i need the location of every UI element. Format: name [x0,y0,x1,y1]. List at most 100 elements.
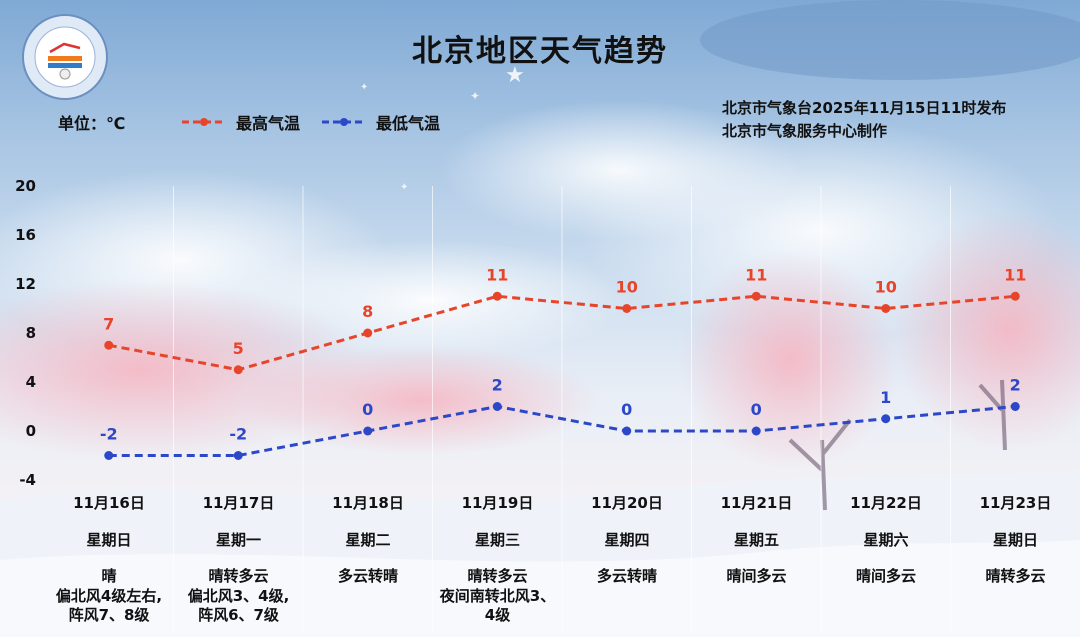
high-temp-label: 7 [103,314,114,333]
high-temp-point [363,328,373,338]
legend-high-swatch [182,118,226,126]
weather-label: 晴转多云 [467,567,528,585]
svg-text:✦: ✦ [360,82,368,93]
weekday-label: 星期日 [992,531,1038,549]
wind-line: 偏北风3、4级, [187,587,290,605]
low-temp-point [492,402,502,411]
low-temp-point [622,426,632,436]
weekday-label: 星期五 [733,531,779,549]
y-tick-label: -4 [19,471,36,489]
wind-line: 夜间南转北风3、 [439,587,556,605]
wind-label: 夜间南转北风3、 4级 [427,587,569,625]
weather-label: 多云转晴 [596,567,657,585]
day-column: 11月18日 星期二多云转晴 [303,492,433,632]
high-temp-label: 8 [362,302,373,321]
low-temp-label: 0 [362,400,373,419]
weather-label: 晴转多云 [208,567,269,585]
weather-label: 晴间多云 [855,567,916,585]
unit-label: 单位：℃ [58,114,126,133]
high-temp-label: 10 [875,278,897,297]
legend-low: 最低气温 [320,110,440,134]
high-temp-point [1010,291,1020,301]
high-temp-label: 11 [745,265,767,284]
svg-text:✦: ✦ [400,182,408,193]
low-temp-label: -2 [229,425,247,444]
low-temp-point [363,426,373,436]
x-tick-label: 11月17日 [202,494,275,512]
high-temp-point [233,365,243,375]
high-temp-label: 11 [1004,265,1026,284]
x-tick-label: 11月23日 [979,494,1052,512]
day-column: 11月22日 星期六晴间多云 [821,492,951,632]
wind-line: 阵风7、8级 [68,606,150,624]
y-tick-label: 0 [25,422,36,440]
high-temp-point [622,304,632,313]
high-temp-point [751,291,761,301]
low-temp-point [881,414,891,424]
day-column: 11月20日 星期四多云转晴 [562,492,692,632]
x-tick-label: 11月19日 [461,494,534,512]
low-temp-label: 0 [751,400,762,419]
high-temp-line [108,294,1016,372]
x-tick-label: 11月16日 [73,494,145,512]
low-temp-label: 2 [492,376,503,395]
svg-text:★: ★ [505,63,525,88]
weather-label: 多云转晴 [337,567,398,585]
high-temp-label: 5 [233,339,244,358]
x-tick-label: 11月18日 [332,494,404,512]
weather-label: 晴转多云 [985,567,1046,585]
legend-high-label: 最高气温 [236,114,301,133]
low-temp-point [1010,402,1020,411]
low-temp-point [233,451,243,460]
high-temp-label: 10 [616,278,638,297]
legend-low-label: 最低气温 [376,114,441,133]
day-column: 11月16日 星期日晴偏北风4级左右, 阵风7、8级 [44,492,174,632]
publish-info: 北京市气象台2025年11月15日11时发布 [722,99,1007,117]
low-temp-label: 1 [880,388,891,407]
high-temp-point [104,340,114,350]
weather-label: 晴间多云 [726,567,787,585]
weekday-label: 星期二 [345,531,391,549]
y-tick-label: 4 [25,373,36,391]
low-temp-line [108,404,1016,457]
page-title: 北京地区天气趋势 [412,34,668,69]
x-tick-label: 11月20日 [591,494,663,512]
y-tick-label: 12 [15,275,36,293]
weekday-label: 星期六 [863,531,909,549]
weekday-label: 星期一 [215,531,261,549]
day-column: 11月19日 星期三晴转多云夜间南转北风3、 4级 [433,492,563,632]
y-tick-label: 16 [15,226,36,244]
weather-label: 晴 [101,567,117,585]
wind-label: 偏北风4级左右, 阵风7、8级 [38,587,180,625]
low-temp-label: -2 [100,425,118,444]
wind-label: 偏北风3、4级, 阵风6、7级 [168,587,310,625]
y-tick-label: 20 [15,177,36,195]
low-temp-label: 2 [1010,376,1021,395]
producer-info: 北京市气象服务中心制作 [722,122,888,140]
wind-line: 阵风6、7级 [198,606,279,624]
x-tick-label: 11月22日 [850,494,922,512]
weekday-label: 星期三 [474,531,520,549]
day-column: 11月23日 星期日晴转多云 [951,492,1080,632]
day-column: 11月21日 星期五晴间多云 [692,492,822,632]
y-tick-label: 8 [25,324,36,342]
meteorological-service-logo-icon [22,14,108,100]
svg-text:✦: ✦ [470,89,480,103]
day-column: 11月17日 星期一晴转多云偏北风3、4级, 阵风6、7级 [174,492,304,632]
low-temp-point [751,426,761,436]
legend-low-swatch [322,118,366,126]
high-temp-point [881,304,891,313]
wind-line: 4级 [484,606,511,624]
legend-high: 最高气温 [180,110,300,134]
low-temp-point [104,451,114,460]
high-temp-label: 11 [486,265,508,284]
low-temp-label: 0 [621,400,632,419]
weekday-label: 星期四 [604,531,650,549]
high-temp-point [492,291,502,301]
wind-line: 偏北风4级左右, [55,587,163,605]
weekday-label: 星期日 [86,531,132,549]
x-tick-label: 11月21日 [720,494,793,512]
